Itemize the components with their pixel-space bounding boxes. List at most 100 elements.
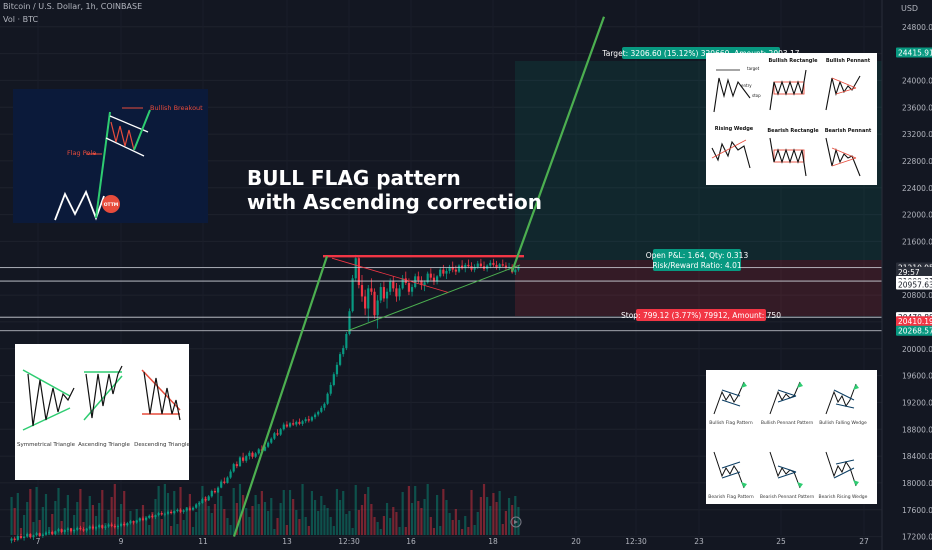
candle-body[interactable] [489, 262, 492, 266]
candle-body[interactable] [32, 535, 35, 538]
candle-body[interactable] [48, 531, 51, 533]
candle-body[interactable] [185, 508, 188, 511]
candle-body[interactable] [292, 423, 295, 425]
candle-body[interactable] [429, 273, 432, 278]
candle-body[interactable] [210, 490, 213, 497]
candle-body[interactable] [329, 384, 332, 394]
candle-body[interactable] [60, 529, 63, 532]
candle-body[interactable] [276, 433, 279, 435]
candle-body[interactable] [342, 348, 345, 355]
candle-body[interactable] [238, 457, 242, 467]
candle-body[interactable] [132, 521, 135, 523]
position-label[interactable]: Open P&L: 1.64, Qty: 0.313 Risk/Reward R… [646, 249, 749, 271]
candle-body[interactable] [242, 457, 245, 461]
candle-body[interactable] [141, 518, 145, 520]
candle-body[interactable] [170, 511, 173, 514]
candle-body[interactable] [457, 265, 461, 272]
candle-body[interactable] [63, 529, 66, 532]
candle-body[interactable] [173, 511, 176, 514]
candle-body[interactable] [88, 526, 91, 529]
candle-body[interactable] [495, 264, 498, 268]
candle-body[interactable] [435, 276, 439, 282]
candle-body[interactable] [263, 446, 267, 451]
candle-body[interactable] [116, 525, 120, 528]
candle-body[interactable] [348, 311, 351, 334]
candle-body[interactable] [420, 280, 423, 286]
candle-body[interactable] [22, 536, 26, 538]
candle-body[interactable] [370, 288, 373, 292]
candle-body[interactable] [345, 334, 348, 349]
candle-body[interactable] [73, 529, 76, 532]
candle-body[interactable] [351, 278, 354, 312]
candle-body[interactable] [223, 481, 226, 483]
candle-body[interactable] [392, 281, 395, 289]
candle-body[interactable] [101, 525, 104, 528]
candle-body[interactable] [154, 515, 157, 518]
candle-body[interactable] [445, 270, 448, 274]
candle-body[interactable] [220, 481, 223, 488]
candle-body[interactable] [298, 421, 301, 424]
candle-body[interactable] [82, 529, 85, 531]
replay-icon[interactable] [510, 516, 522, 528]
candle-body[interactable] [367, 288, 370, 309]
candle-body[interactable] [476, 263, 479, 267]
candle-body[interactable] [195, 504, 198, 508]
candle-body[interactable] [514, 269, 517, 273]
stop-label[interactable]: Stop: 799.12 (3.77%) 79912, Amount: 750 [621, 309, 781, 321]
candle-body[interactable] [51, 531, 54, 534]
candle-body[interactable] [454, 269, 457, 272]
candle-body[interactable] [29, 533, 32, 538]
candle-body[interactable] [414, 276, 417, 288]
candle-body[interactable] [10, 538, 13, 541]
candle-body[interactable] [35, 533, 38, 536]
candle-body[interactable] [76, 527, 79, 530]
candle-body[interactable] [235, 464, 238, 467]
candle-body[interactable] [44, 532, 48, 535]
candle-body[interactable] [282, 424, 285, 430]
candle-body[interactable] [248, 452, 251, 457]
candle-body[interactable] [492, 262, 495, 265]
candle-body[interactable] [166, 511, 170, 514]
candle-body[interactable] [389, 281, 392, 292]
candle-body[interactable] [317, 411, 320, 415]
candle-body[interactable] [176, 509, 179, 512]
candle-body[interactable] [335, 364, 339, 375]
candle-body[interactable] [148, 515, 151, 518]
candle-body[interactable] [157, 513, 160, 516]
candle-body[interactable] [257, 449, 260, 454]
candle-body[interactable] [79, 527, 82, 530]
candle-body[interactable] [232, 464, 235, 472]
candle-body[interactable] [376, 300, 379, 316]
candle-body[interactable] [226, 477, 229, 483]
candle-body[interactable] [204, 499, 207, 501]
candle-body[interactable] [398, 288, 401, 297]
candle-body[interactable] [38, 533, 41, 536]
candle-body[interactable] [385, 291, 389, 299]
candle-body[interactable] [307, 419, 310, 421]
candle-body[interactable] [439, 269, 442, 277]
candle-body[interactable] [151, 515, 154, 518]
candle-body[interactable] [407, 283, 411, 292]
candle-body[interactable] [360, 285, 364, 297]
candle-body[interactable] [94, 527, 98, 529]
candle-body[interactable] [320, 407, 323, 412]
candle-body[interactable] [251, 452, 254, 457]
candle-body[interactable] [270, 438, 273, 443]
candle-body[interactable] [301, 421, 304, 424]
candle-body[interactable] [245, 456, 248, 461]
candle-body[interactable] [338, 354, 342, 365]
candle-body[interactable] [426, 273, 429, 283]
candle-body[interactable] [104, 526, 107, 528]
candle-body[interactable] [304, 419, 307, 422]
candle-body[interactable] [464, 264, 467, 269]
candle-body[interactable] [473, 266, 476, 270]
candle-body[interactable] [498, 264, 501, 268]
candle-body[interactable] [19, 535, 23, 538]
candle-body[interactable] [182, 510, 185, 512]
candle-body[interactable] [207, 496, 210, 501]
candle-body[interactable] [332, 374, 335, 385]
candle-body[interactable] [107, 524, 110, 527]
candle-body[interactable] [395, 288, 398, 297]
candle-body[interactable] [254, 453, 257, 457]
candle-body[interactable] [16, 535, 19, 540]
